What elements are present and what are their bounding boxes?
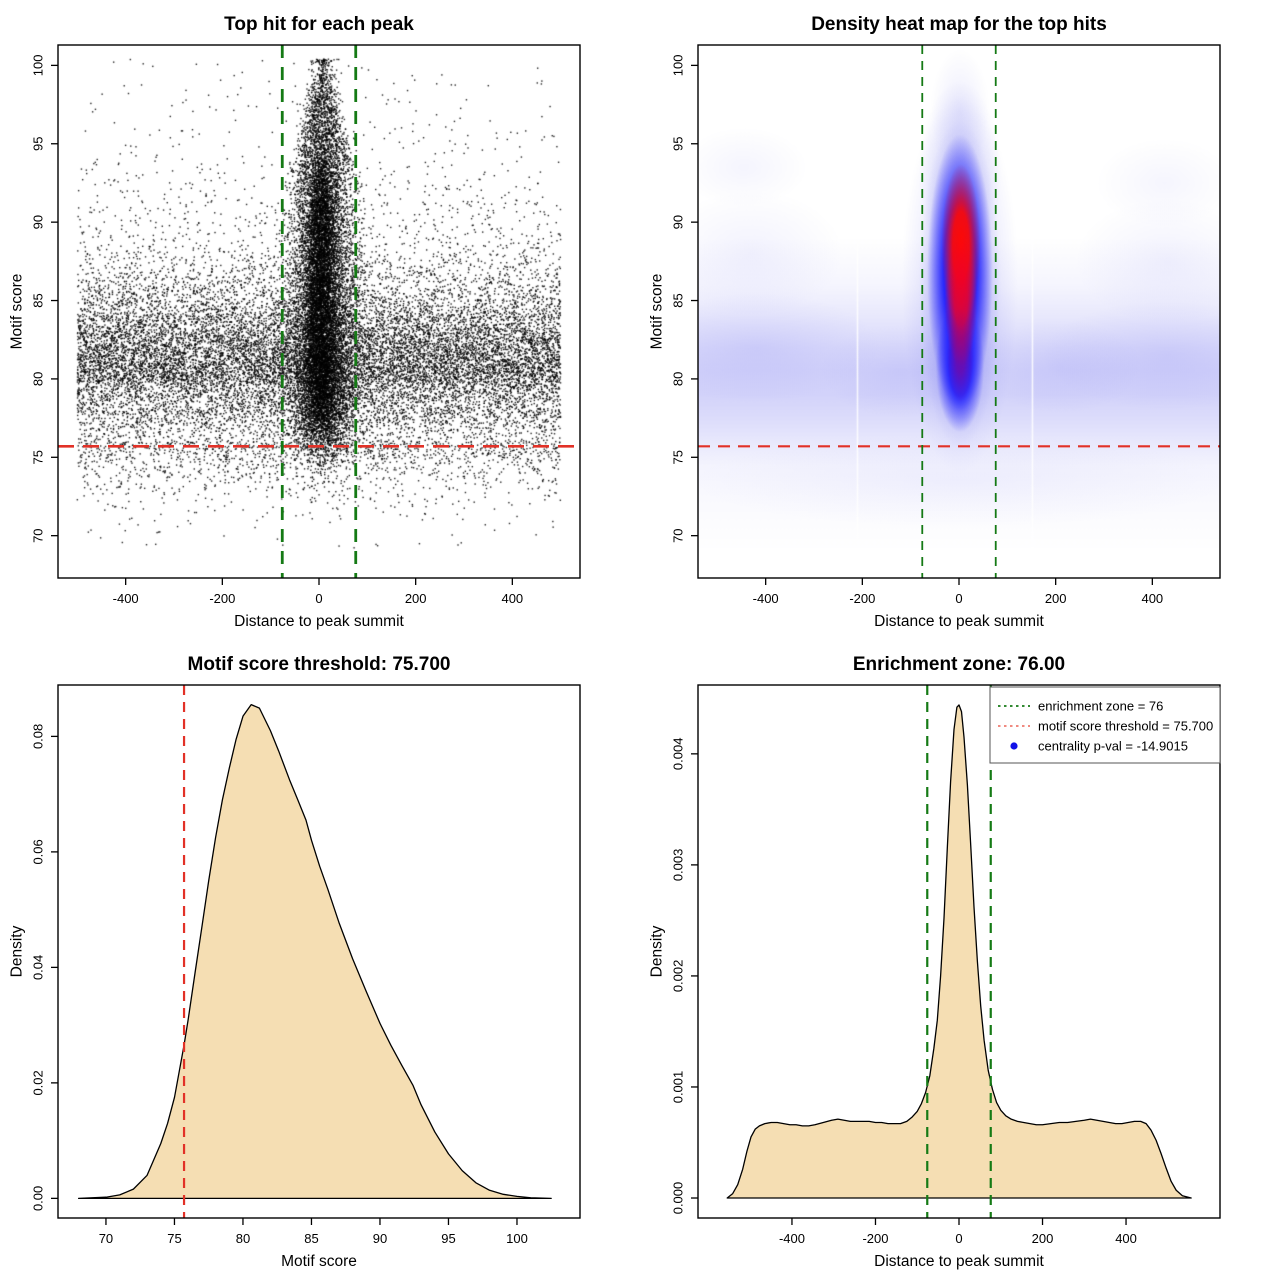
y-tick-label: 0.04: [31, 955, 46, 980]
y-tick-label: 100: [31, 55, 46, 77]
y-tick-label: 70: [671, 528, 686, 542]
density-heatmap-raster: [640, 0, 1280, 640]
x-tick-label: -400: [113, 591, 139, 606]
panel-motif-score-density: 70 75 80 85 90 95 100 0.00 0.02 0.04 0.06 0.08 Motif…: [0, 640, 640, 1280]
y-tick-label: 0.02: [31, 1070, 46, 1095]
x-axis-label: Distance to peak summit: [234, 613, 404, 630]
x-tick-label: -400: [779, 1231, 805, 1246]
x-tick-label: 200: [1032, 1231, 1054, 1246]
panel-distance-density: -400 -200 0 200 400 0.000 0.001 0.002 0.003 0.004…: [640, 640, 1280, 1280]
y-tick-label: 75: [31, 450, 46, 464]
x-tick-label: 85: [304, 1231, 318, 1246]
y-tick-label: 75: [671, 450, 686, 464]
plot-title: Motif score threshold: 75.700: [188, 654, 451, 675]
y-tick-label: 80: [671, 372, 686, 386]
plot-title: Top hit for each peak: [224, 14, 414, 35]
y-tick-label: 0.06: [31, 839, 46, 864]
x-tick-label: 400: [1141, 591, 1163, 606]
y-tick-label: 0.000: [671, 1182, 686, 1215]
legend-dot-swatch: [1010, 742, 1018, 750]
x-tick-label: -200: [862, 1231, 888, 1246]
x-tick-label: 0: [315, 591, 322, 606]
x-axis-label: Motif score: [281, 1253, 357, 1270]
x-axis-label: Distance to peak summit: [874, 613, 1044, 630]
density-heatmap-plot: -400 -200 0 200 400 70 75 80 85 90 95 100 Density he…: [648, 14, 1221, 630]
x-axis-label: Distance to peak summit: [874, 1253, 1044, 1270]
y-tick-label: 85: [671, 293, 686, 307]
panel-top-hit-scatter: -400 -200 0 200 400 70 75 80 85 90 95 100 Top hit fo…: [0, 0, 640, 640]
plot-frame: [57, 684, 581, 1219]
distance-density-plot: -400 -200 0 200 400 0.000 0.001 0.002 0.003 0.004…: [648, 654, 1221, 1270]
top-hit-scatter-raster: [0, 0, 640, 640]
plot-frame: [57, 44, 581, 579]
y-tick-label: 0.08: [31, 724, 46, 749]
y-tick-label: 85: [31, 293, 46, 307]
y-tick-label: 95: [671, 137, 686, 151]
x-tick-label: 75: [167, 1231, 181, 1246]
x-tick-label: 90: [373, 1231, 387, 1246]
density-curve: [726, 704, 1192, 1199]
x-tick-label: 200: [405, 591, 427, 606]
y-tick-label: 0.00: [31, 1186, 46, 1211]
y-tick-label: 0.002: [671, 960, 686, 993]
x-tick-label: -200: [209, 591, 235, 606]
y-tick-label: 95: [31, 137, 46, 151]
x-tick-label: 70: [99, 1231, 113, 1246]
density-curve: [77, 703, 552, 1200]
legend-label: centrality p-val = -14.9015: [1038, 739, 1188, 754]
legend: enrichment zone = 76 motif score threshol…: [989, 686, 1221, 764]
panel-density-heatmap: -400 -200 0 200 400 70 75 80 85 90 95 100 Density he…: [640, 0, 1280, 640]
y-tick-label: 80: [31, 372, 46, 386]
x-tick-label: 95: [441, 1231, 455, 1246]
x-tick-label: 400: [501, 591, 523, 606]
x-tick-label: -200: [849, 591, 875, 606]
y-axis-label: Motif score: [648, 274, 665, 350]
y-axis-label: Motif score: [8, 274, 25, 350]
legend-label: motif score threshold = 75.700: [1038, 719, 1213, 734]
legend-label: enrichment zone = 76: [1038, 699, 1163, 714]
y-axis-label: Density: [648, 925, 665, 977]
y-axis-label: Density: [8, 925, 25, 977]
y-tick-label: 0.004: [671, 738, 686, 771]
x-tick-label: -400: [753, 591, 779, 606]
y-tick-label: 90: [31, 215, 46, 229]
legend-box: [989, 686, 1221, 764]
x-tick-label: 100: [506, 1231, 528, 1246]
x-tick-label: 0: [955, 1231, 962, 1246]
x-tick-label: 200: [1045, 591, 1067, 606]
top-hit-scatter-plot: -400 -200 0 200 400 70 75 80 85 90 95 100 Top hit fo…: [8, 14, 581, 630]
x-tick-label: 400: [1115, 1231, 1137, 1246]
y-tick-label: 90: [671, 215, 686, 229]
motif-score-density-plot: 70 75 80 85 90 95 100 0.00 0.02 0.04 0.06 0.08 Motif…: [8, 654, 581, 1270]
y-tick-label: 0.003: [671, 849, 686, 882]
x-tick-label: 80: [236, 1231, 250, 1246]
plot-frame: [697, 44, 1221, 579]
y-tick-label: 0.001: [671, 1071, 686, 1104]
plot-title: Enrichment zone: 76.00: [853, 654, 1065, 675]
plot-title: Density heat map for the top hits: [811, 14, 1107, 35]
y-tick-label: 70: [31, 528, 46, 542]
y-tick-label: 100: [671, 55, 686, 77]
x-tick-label: 0: [955, 591, 962, 606]
